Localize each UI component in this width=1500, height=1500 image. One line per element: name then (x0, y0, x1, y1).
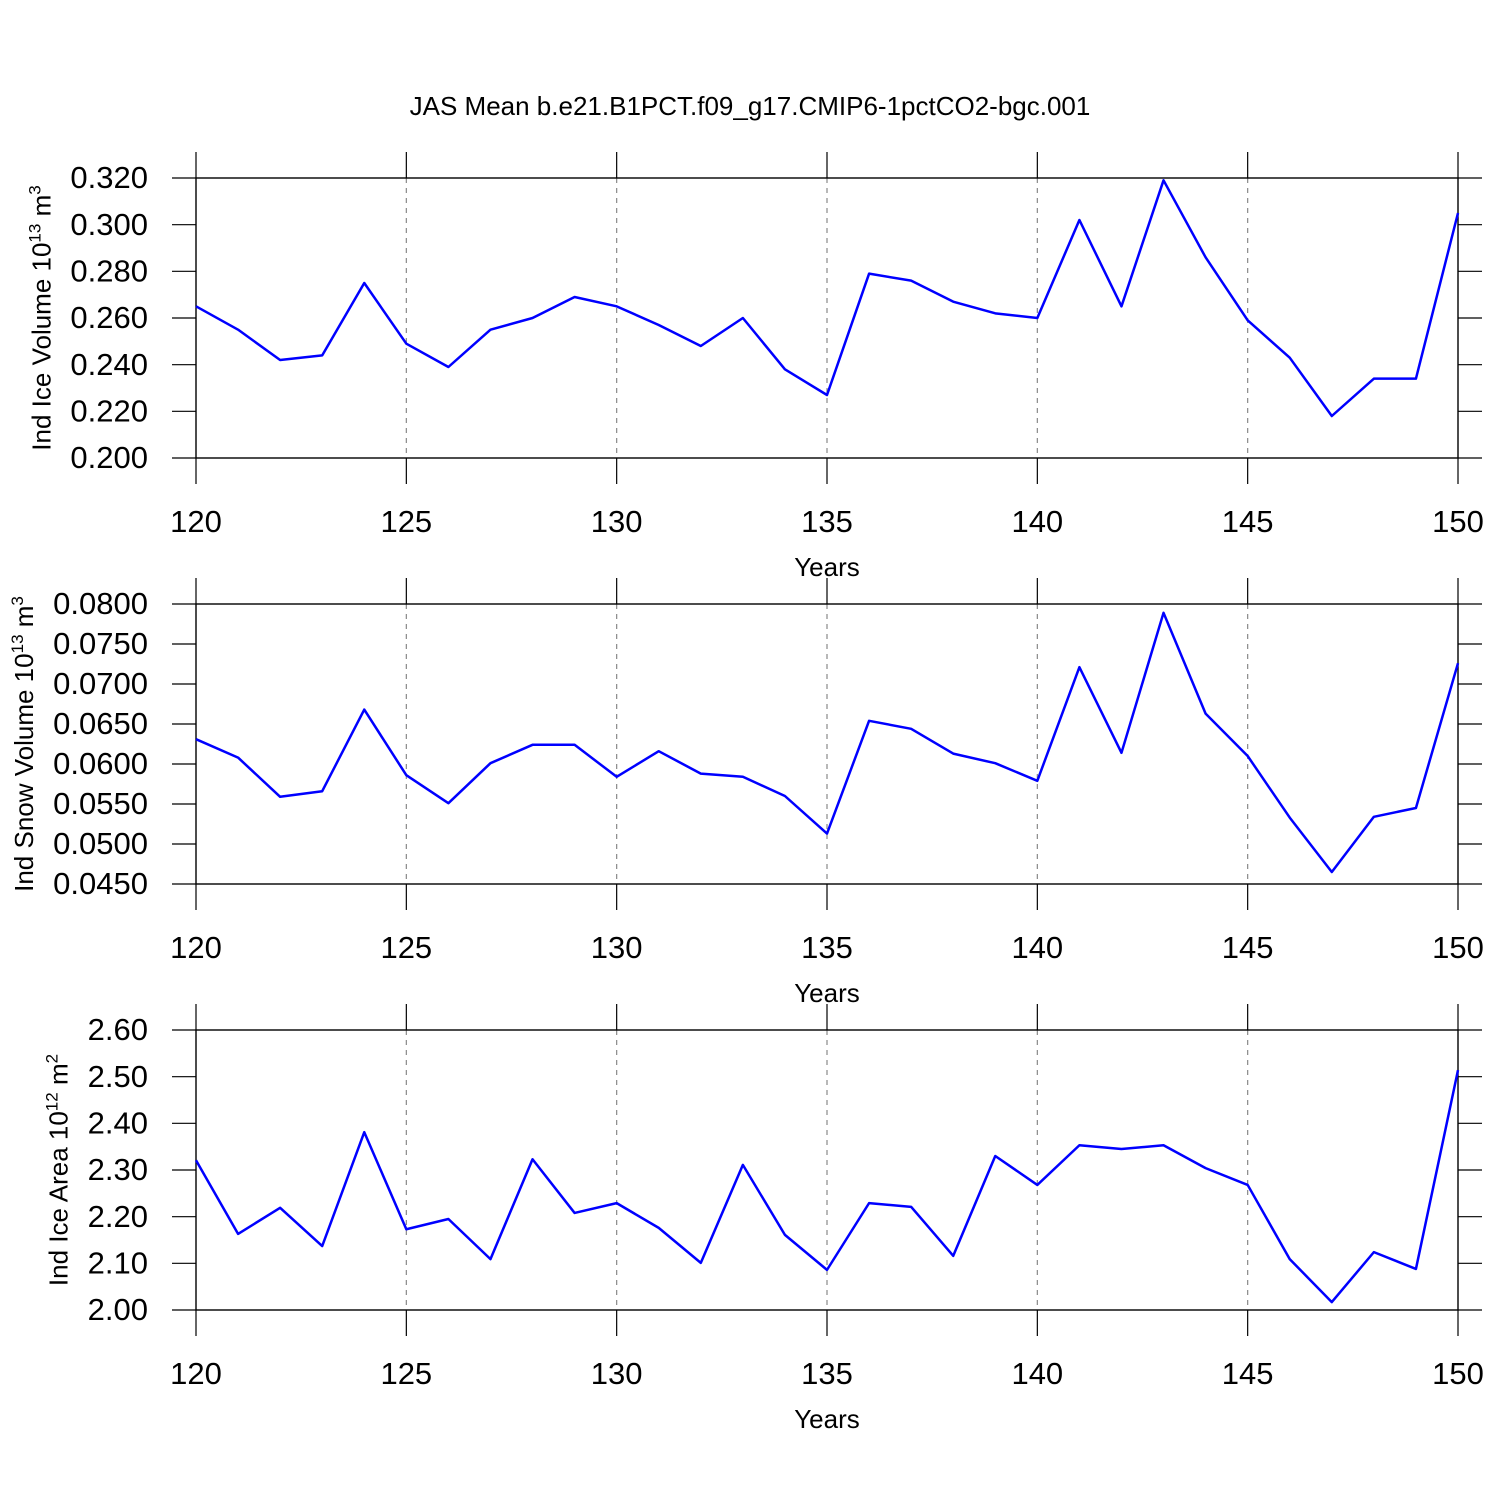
x-tick-label: 135 (801, 504, 853, 539)
x-tick-label: 120 (170, 930, 222, 965)
x-tick-label: 145 (1222, 1356, 1274, 1391)
x-tick-label: 140 (1011, 930, 1063, 965)
y-tick-label: 0.0600 (53, 746, 148, 781)
x-tick-label: 150 (1432, 1356, 1484, 1391)
y-tick-label: 2.50 (88, 1059, 148, 1094)
y-tick-label: 0.220 (70, 394, 148, 429)
y-tick-label: 2.60 (88, 1012, 148, 1047)
y-tick-label: 0.0650 (53, 706, 148, 741)
y-axis-label-part: Ind Ice Volume 10 (26, 243, 56, 451)
y-axis-label-part: Ind Ice Area 10 (44, 1111, 74, 1286)
y-axis-label-exponent: 13 (25, 224, 44, 243)
figure-title: JAS Mean b.e21.B1PCT.f09_g17.CMIP6-1pctC… (410, 91, 1091, 121)
y-axis-label-part: Ind Snow Volume 10 (9, 653, 39, 892)
x-tick-label: 130 (591, 930, 643, 965)
y-tick-label: 2.10 (88, 1246, 148, 1281)
x-tick-label: 120 (170, 504, 222, 539)
y-axis-label-part: m (9, 606, 39, 635)
plot-frame (195, 177, 1459, 459)
y-tick-label: 2.30 (88, 1152, 148, 1187)
plot-frame (195, 603, 1459, 885)
x-tick-label: 120 (170, 1356, 222, 1391)
y-tick-label: 2.00 (88, 1292, 148, 1327)
y-tick-label: 0.0550 (53, 786, 148, 821)
x-tick-label: 140 (1011, 504, 1063, 539)
x-tick-label: 150 (1432, 504, 1484, 539)
x-tick-label: 145 (1222, 504, 1274, 539)
y-tick-label: 0.0800 (53, 586, 148, 621)
y-axis-label-part: m (26, 195, 56, 224)
y-tick-label: 0.200 (70, 440, 148, 475)
y-tick-label: 0.0500 (53, 826, 148, 861)
x-tick-label: 140 (1011, 1356, 1063, 1391)
x-tick-label: 130 (591, 504, 643, 539)
x-axis-label: Years (794, 978, 860, 1008)
x-axis-label: Years (794, 1404, 860, 1434)
y-tick-label: 0.240 (70, 347, 148, 382)
y-axis-label-exponent: 13 (8, 634, 27, 653)
y-axis-label-exponent: 12 (43, 1092, 62, 1111)
y-tick-label: 0.0750 (53, 626, 148, 661)
x-tick-label: 125 (380, 930, 432, 965)
x-axis-label: Years (794, 552, 860, 582)
data-line (194, 1069, 1460, 1304)
y-axis-label-exponent: 3 (25, 185, 44, 194)
y-tick-label: 0.0450 (53, 866, 148, 901)
x-tick-label: 125 (380, 504, 432, 539)
y-tick-label: 0.320 (70, 160, 148, 195)
y-axis-label: Ind Ice Area 1012 m2 (43, 1054, 74, 1286)
y-axis-label-exponent: 2 (43, 1054, 62, 1063)
x-tick-label: 125 (380, 1356, 432, 1391)
y-tick-label: 2.20 (88, 1199, 148, 1234)
x-tick-label: 135 (801, 1356, 853, 1391)
y-tick-label: 0.260 (70, 300, 148, 335)
y-axis-label-part: m (44, 1063, 74, 1092)
x-tick-label: 130 (591, 1356, 643, 1391)
data-line (195, 179, 1460, 418)
y-tick-label: 0.300 (70, 207, 148, 242)
y-axis-label: Ind Snow Volume 1013 m3 (8, 596, 39, 892)
data-line (195, 611, 1460, 874)
y-axis-label: Ind Ice Volume 1013 m3 (25, 185, 56, 450)
y-tick-label: 0.0700 (53, 666, 148, 701)
y-axis-label-exponent: 3 (8, 596, 27, 605)
y-tick-label: 2.40 (88, 1106, 148, 1141)
x-tick-label: 145 (1222, 930, 1274, 965)
x-tick-label: 135 (801, 930, 853, 965)
x-tick-label: 150 (1432, 930, 1484, 965)
y-tick-label: 0.280 (70, 254, 148, 289)
plot-frame (195, 1029, 1459, 1311)
